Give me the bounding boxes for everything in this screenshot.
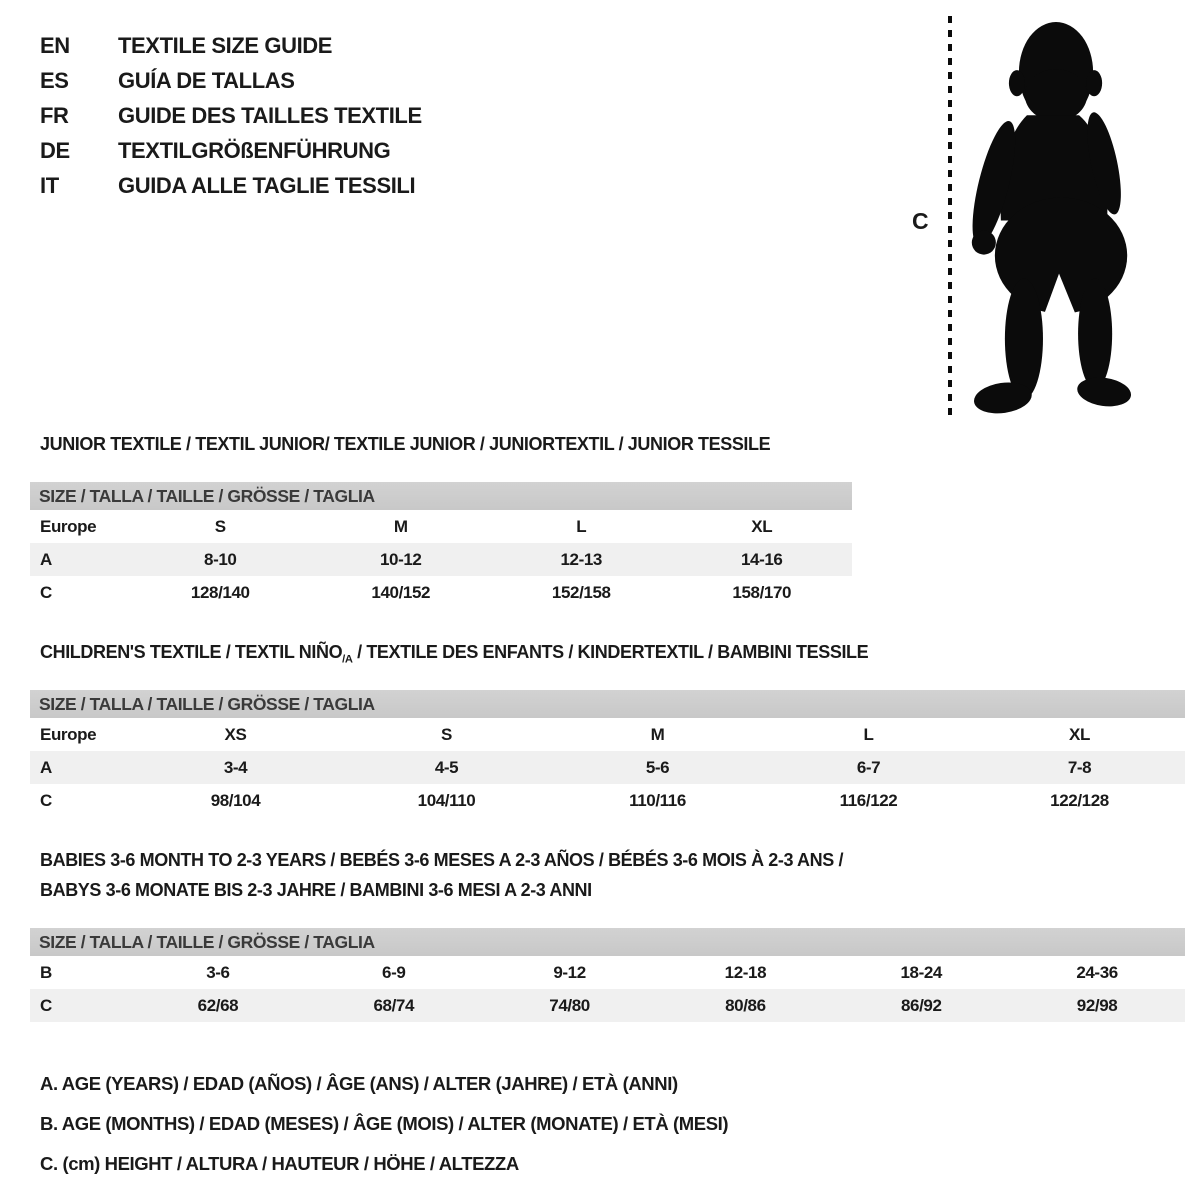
table-cell: 122/128 — [1050, 791, 1109, 810]
row-label: A — [40, 758, 52, 777]
language-title: GUIDA ALLE TAGLIE TESSILI — [118, 173, 416, 198]
table-cell: 152/158 — [551, 583, 611, 602]
language-code: FR — [40, 103, 69, 128]
table-header-bar: SIZE / TALLA / TAILLE / GRÖSSE / TAGLIA — [30, 482, 852, 510]
legend-line-a: A. AGE (YEARS) / EDAD (AÑOS) / ÂGE (ANS)… — [40, 1073, 678, 1094]
table-cell: XL — [1069, 725, 1090, 744]
table-row: A 3-4 4-5 5-6 6-7 7-8 — [30, 751, 1185, 784]
table-cell: 3-6 — [206, 963, 230, 982]
language-title: TEXTILGRÖßENFÜHRUNG — [118, 138, 391, 163]
table-header-bar: SIZE / TALLA / TAILLE / GRÖSSE / TAGLIA — [30, 928, 1185, 956]
dashed-measure-line — [948, 16, 952, 416]
table-cell: 86/92 — [900, 996, 942, 1015]
language-row-it: IT GUIDA ALLE TAGLIE TESSILI — [40, 168, 422, 203]
row-label: C — [40, 583, 52, 602]
babies-size-table: SIZE / TALLA / TAILLE / GRÖSSE / TAGLIA B… — [30, 928, 1185, 1022]
table-cell: L — [576, 517, 587, 536]
table-cell: 3-4 — [223, 758, 248, 777]
table-cell: 6-7 — [856, 758, 881, 777]
language-code: IT — [40, 173, 59, 198]
table-cell: 158/170 — [732, 583, 792, 602]
table-row: Europe S M L XL — [30, 510, 852, 543]
table-cell: 24-36 — [1076, 963, 1118, 982]
row-label: B — [40, 963, 52, 982]
baby-silhouette-icon — [971, 22, 1132, 414]
language-code: EN — [40, 33, 70, 58]
table-cell: 68/74 — [373, 996, 415, 1015]
language-row-de: DE TEXTILGRÖßENFÜHRUNG — [40, 133, 422, 168]
children-title-suffix: / TEXTILE DES ENFANTS / KINDERTEXTIL / B… — [352, 642, 869, 662]
table-cell: 7-8 — [1067, 758, 1092, 777]
children-title-sub: /A — [342, 653, 353, 666]
language-title: GUÍA DE TALLAS — [118, 68, 295, 93]
babies-title-line1: BABIES 3-6 MONTH TO 2-3 YEARS / BEBÉS 3-… — [40, 850, 844, 870]
children-title-prefix: CHILDREN'S TEXTILE / TEXTIL NIÑO — [40, 642, 343, 662]
junior-size-table: SIZE / TALLA / TAILLE / GRÖSSE / TAGLIA E… — [30, 482, 852, 609]
table-cell: M — [393, 517, 408, 536]
junior-title-text: JUNIOR TEXTILE / TEXTIL JUNIOR/ TEXTILE … — [40, 434, 771, 454]
measure-legend: A. AGE (YEARS) / EDAD (AÑOS) / ÂGE (ANS)… — [40, 1064, 729, 1184]
table-cell: 6-9 — [382, 963, 406, 982]
table-cell: 12-13 — [560, 550, 603, 569]
row-label: Europe — [40, 517, 97, 536]
language-title-list: EN TEXTILE SIZE GUIDE ES GUÍA DE TALLAS … — [40, 28, 422, 203]
table-cell: 98/104 — [210, 791, 261, 810]
babies-section-title: BABIES 3-6 MONTH TO 2-3 YEARS / BEBÉS 3-… — [40, 845, 940, 905]
table-row: B 3-6 6-9 9-12 12-18 18-24 24-36 — [30, 956, 1185, 989]
language-row-fr: FR GUIDE DES TAILLES TEXTILE — [40, 98, 422, 133]
table-cell: 110/116 — [629, 791, 686, 810]
table-row: A 8-10 10-12 12-13 14-16 — [30, 543, 852, 576]
junior-section-title: JUNIOR TEXTILE / TEXTIL JUNIOR/ TEXTILE … — [40, 434, 771, 455]
table-row: C 62/68 68/74 74/80 80/86 86/92 92/98 — [30, 989, 1185, 1022]
table-cell: S — [214, 517, 226, 536]
row-label: Europe — [40, 725, 97, 744]
legend-line-c: C. (cm) HEIGHT / ALTURA / HAUTEUR / HÖHE… — [40, 1153, 519, 1174]
table-cell: M — [650, 725, 665, 744]
table-cell: 140/152 — [371, 583, 431, 602]
language-row-en: EN TEXTILE SIZE GUIDE — [40, 28, 422, 63]
table-cell: 80/86 — [725, 996, 766, 1015]
language-code: DE — [40, 138, 70, 163]
row-label: C — [40, 791, 52, 810]
table-cell: 9-12 — [553, 963, 586, 982]
height-measure-figure: C — [890, 0, 1200, 430]
measure-label-c: C — [912, 208, 929, 234]
row-label: C — [40, 996, 52, 1015]
table-cell: 62/68 — [197, 996, 239, 1015]
language-code: ES — [40, 68, 69, 93]
table-cell: 128/140 — [190, 583, 250, 602]
table-cell: 14-16 — [741, 550, 783, 569]
language-row-es: ES GUÍA DE TALLAS — [40, 63, 422, 98]
table-cell: S — [441, 725, 452, 744]
table-row: Europe XS S M L XL — [30, 718, 1185, 751]
table-cell: 10-12 — [380, 550, 422, 569]
table-header-bar: SIZE / TALLA / TAILLE / GRÖSSE / TAGLIA — [30, 690, 1185, 718]
row-label: A — [40, 550, 52, 569]
table-cell: 5-6 — [645, 758, 670, 777]
table-cell: 8-10 — [204, 550, 237, 569]
language-title: GUIDE DES TAILLES TEXTILE — [118, 103, 422, 128]
table-cell: L — [863, 725, 874, 744]
table-row: C 128/140 140/152 152/158 158/170 — [30, 576, 852, 609]
table-cell: XS — [224, 725, 247, 744]
table-cell: 92/98 — [1076, 996, 1118, 1015]
table-cell: 18-24 — [900, 963, 943, 982]
table-cell: 4-5 — [434, 758, 459, 777]
children-section-title: CHILDREN'S TEXTILE / TEXTIL NIÑO/A / TEX… — [40, 642, 869, 666]
table-cell: 104/110 — [417, 791, 476, 810]
table-cell: 12-18 — [724, 963, 767, 982]
babies-title-line2: BABYS 3-6 MONATE BIS 2-3 JAHRE / BAMBINI… — [40, 880, 592, 900]
children-size-table: SIZE / TALLA / TAILLE / GRÖSSE / TAGLIA E… — [30, 690, 1185, 817]
table-cell: 74/80 — [549, 996, 590, 1015]
table-row: C 98/104 104/110 110/116 116/122 122/128 — [30, 784, 1185, 817]
language-title: TEXTILE SIZE GUIDE — [118, 33, 333, 58]
table-cell: XL — [751, 517, 773, 536]
table-cell: 116/122 — [839, 791, 898, 810]
legend-line-b: B. AGE (MONTHS) / EDAD (MESES) / ÂGE (MO… — [40, 1113, 729, 1134]
